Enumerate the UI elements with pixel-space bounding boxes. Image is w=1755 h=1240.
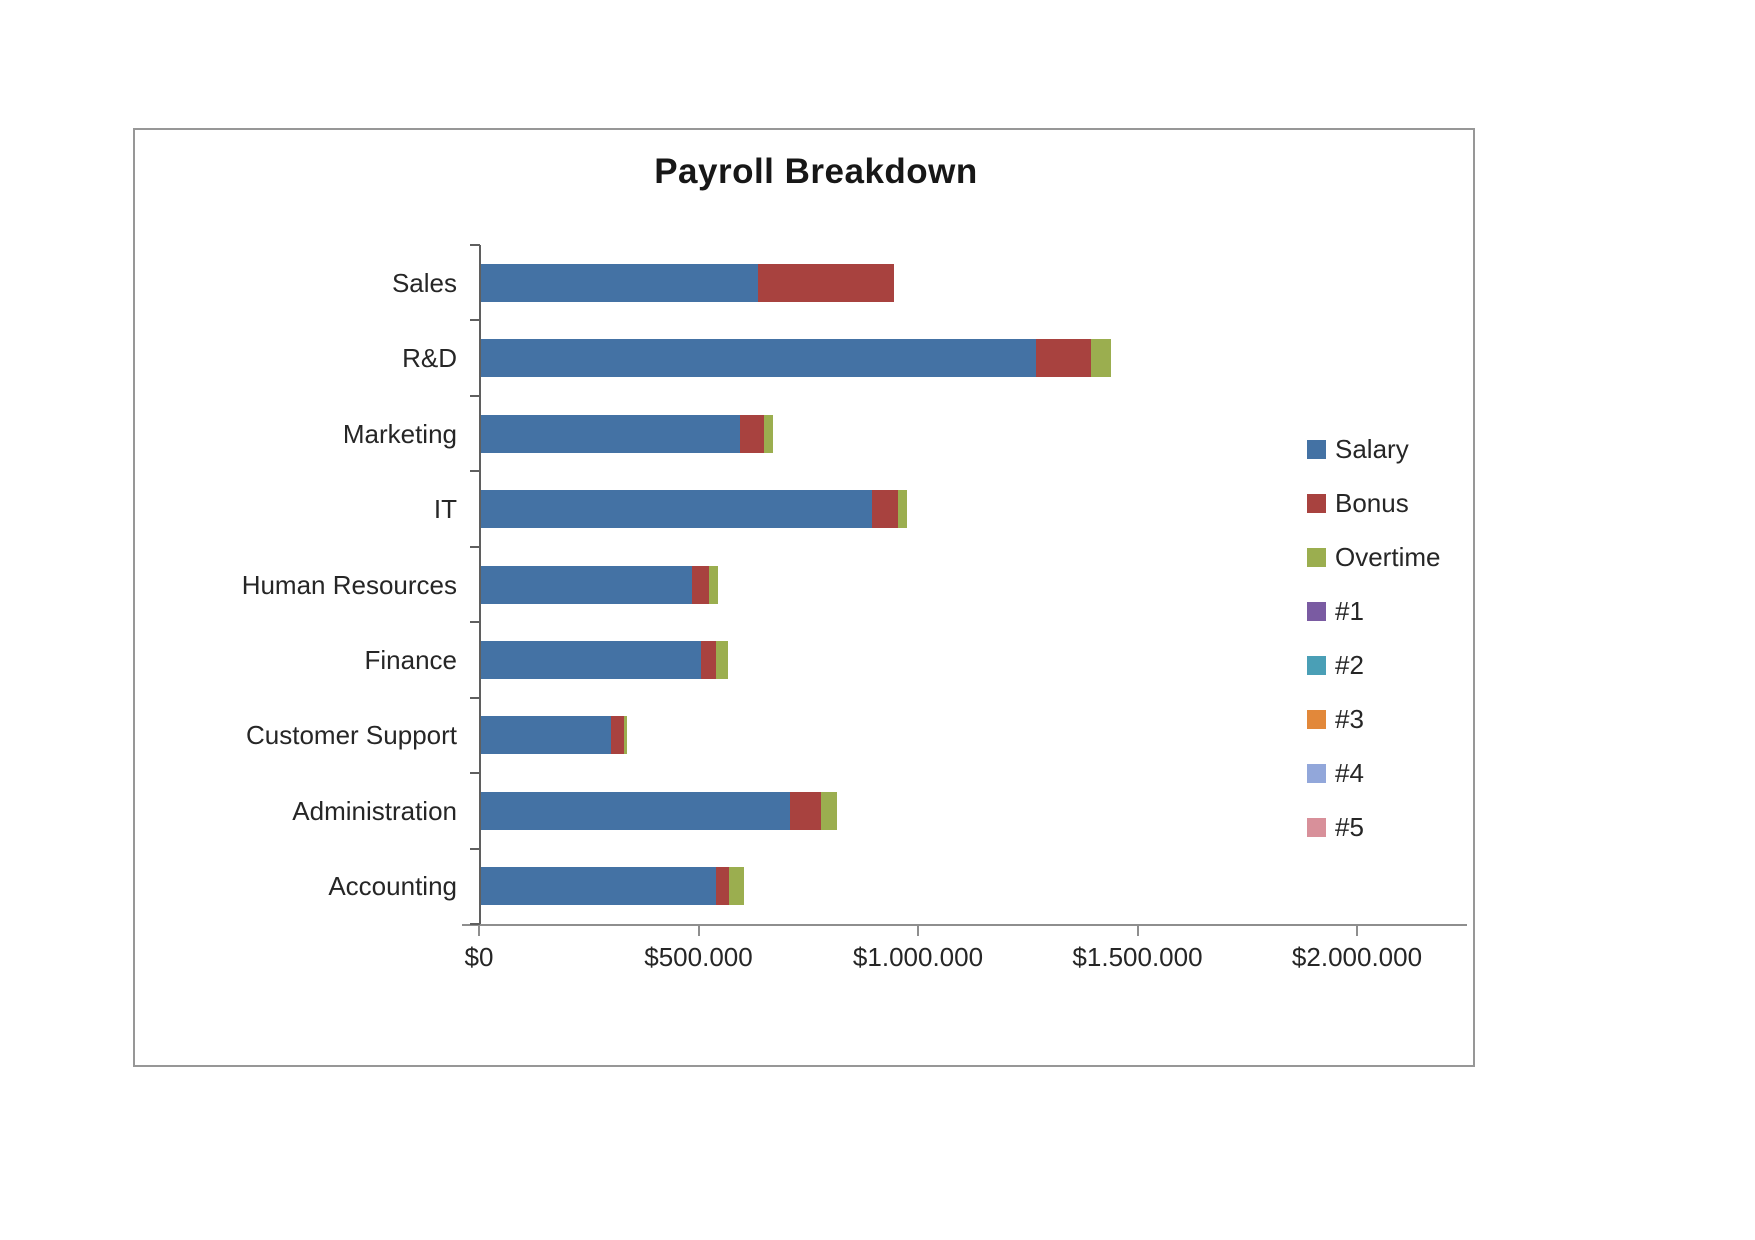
plot-area: $0 $500.000 $1.000.000 $1.500.000 $2.000.000… (135, 130, 1473, 1065)
bar-segment-bonus (757, 263, 894, 302)
y-axis-tick (470, 847, 480, 850)
x-axis-tick (1356, 926, 1358, 936)
bar-segment-overtime (1091, 339, 1111, 378)
bar-segment-salary (481, 339, 1037, 378)
bar-segment-bonus (740, 414, 765, 453)
legend-label: Salary (1335, 433, 1409, 464)
legend-marker-icon (1307, 655, 1326, 675)
bar-segment-bonus (715, 867, 730, 906)
bar-row (481, 414, 773, 453)
legend-label: #2 (1335, 649, 1364, 680)
legend-marker-icon (1307, 601, 1326, 621)
legend-marker-icon (1307, 763, 1326, 783)
bar-row (481, 339, 1111, 378)
x-axis-tick (917, 926, 919, 936)
legend-marker-icon (1307, 817, 1326, 837)
legend-label: #3 (1335, 703, 1364, 734)
bar-row (481, 716, 628, 755)
legend-item: Salary (1307, 422, 1440, 476)
legend-label: #1 (1335, 595, 1364, 626)
y-axis-tick (470, 394, 480, 397)
chart-frame: Payroll Breakdown $0 $500.000 $1.000.000 $1… (133, 128, 1475, 1067)
category-label: Customer Support (246, 720, 457, 751)
bar-segment-bonus (871, 490, 899, 529)
category-label: Administration (292, 795, 457, 826)
y-axis-tick (470, 621, 480, 624)
y-axis-tick (470, 545, 480, 548)
y-axis-line (479, 245, 481, 924)
bar-segment-overtime (729, 867, 745, 906)
category-label: Finance (364, 644, 458, 675)
bar-row (481, 490, 907, 529)
x-axis-tick (1136, 926, 1139, 936)
bar-segment-bonus (691, 565, 710, 604)
bar-segment-bonus (1036, 339, 1092, 378)
bar-segment-salary (481, 716, 611, 755)
legend-item: #2 (1307, 638, 1440, 692)
legend-item: #4 (1307, 746, 1440, 800)
legend: Salary Bonus Overtime #1 #2 #3 #4 #5 (1307, 422, 1440, 854)
bar-row (481, 867, 745, 906)
bar-segment-salary (481, 640, 701, 679)
legend-marker-icon (1307, 547, 1326, 567)
x-axis-tick (697, 926, 700, 936)
bar-segment-salary (481, 263, 758, 302)
legend-label: #5 (1335, 811, 1364, 842)
legend-marker-icon (1307, 709, 1326, 729)
legend-marker-icon (1307, 439, 1326, 459)
bar-segment-overtime (821, 791, 837, 830)
x-axis-tick-label: $2.000.000 (1291, 942, 1423, 972)
bar-segment-overtime (623, 716, 628, 755)
bar-segment-salary (481, 414, 740, 453)
bar-segment-salary (481, 791, 791, 830)
y-axis-tick (470, 470, 480, 473)
bar-segment-bonus (700, 640, 716, 679)
x-axis-tick-label: $1.500.000 (1072, 942, 1203, 972)
x-axis-tick-label: $0 (464, 942, 494, 972)
legend-label: Overtime (1335, 541, 1441, 572)
category-label: Sales (391, 267, 457, 298)
legend-item: #5 (1307, 800, 1440, 854)
y-axis-tick (470, 772, 480, 775)
category-label: Human Resources (241, 569, 457, 600)
bar-segment-overtime (715, 640, 729, 679)
category-label: IT (433, 494, 457, 525)
bar-segment-overtime (709, 565, 719, 604)
chart-title: Payroll Breakdown (654, 152, 978, 191)
category-label: R&D (402, 343, 457, 374)
bar-segment-overtime (764, 414, 773, 453)
x-axis-line (462, 924, 1467, 926)
bar-row (481, 791, 837, 830)
legend-label: #4 (1335, 757, 1364, 788)
x-axis-tick (478, 926, 480, 936)
legend-item: Overtime (1307, 530, 1440, 584)
x-axis-tick-label: $500.000 (644, 942, 753, 972)
y-axis-tick (470, 244, 480, 246)
y-axis-tick (470, 319, 480, 322)
bar-segment-bonus (790, 791, 822, 830)
bar-segment-salary (481, 867, 716, 906)
x-axis-tick-label: $1.000.000 (852, 942, 984, 972)
bar-segment-salary (481, 490, 872, 529)
legend-label: Bonus (1335, 487, 1409, 518)
category-label: Accounting (328, 871, 457, 902)
bar-segment-salary (481, 565, 692, 604)
legend-item: #1 (1307, 584, 1440, 638)
y-axis-tick (470, 923, 480, 925)
legend-item: #3 (1307, 692, 1440, 746)
y-axis-tick (470, 696, 480, 699)
bar-segment-bonus (610, 716, 624, 755)
bar-segment-overtime (898, 490, 907, 529)
bar-row (481, 565, 719, 604)
category-label: Marketing (342, 418, 457, 449)
legend-item: Bonus (1307, 476, 1440, 530)
legend-marker-icon (1307, 493, 1326, 513)
bar-row (481, 263, 894, 302)
bar-row (481, 640, 729, 679)
